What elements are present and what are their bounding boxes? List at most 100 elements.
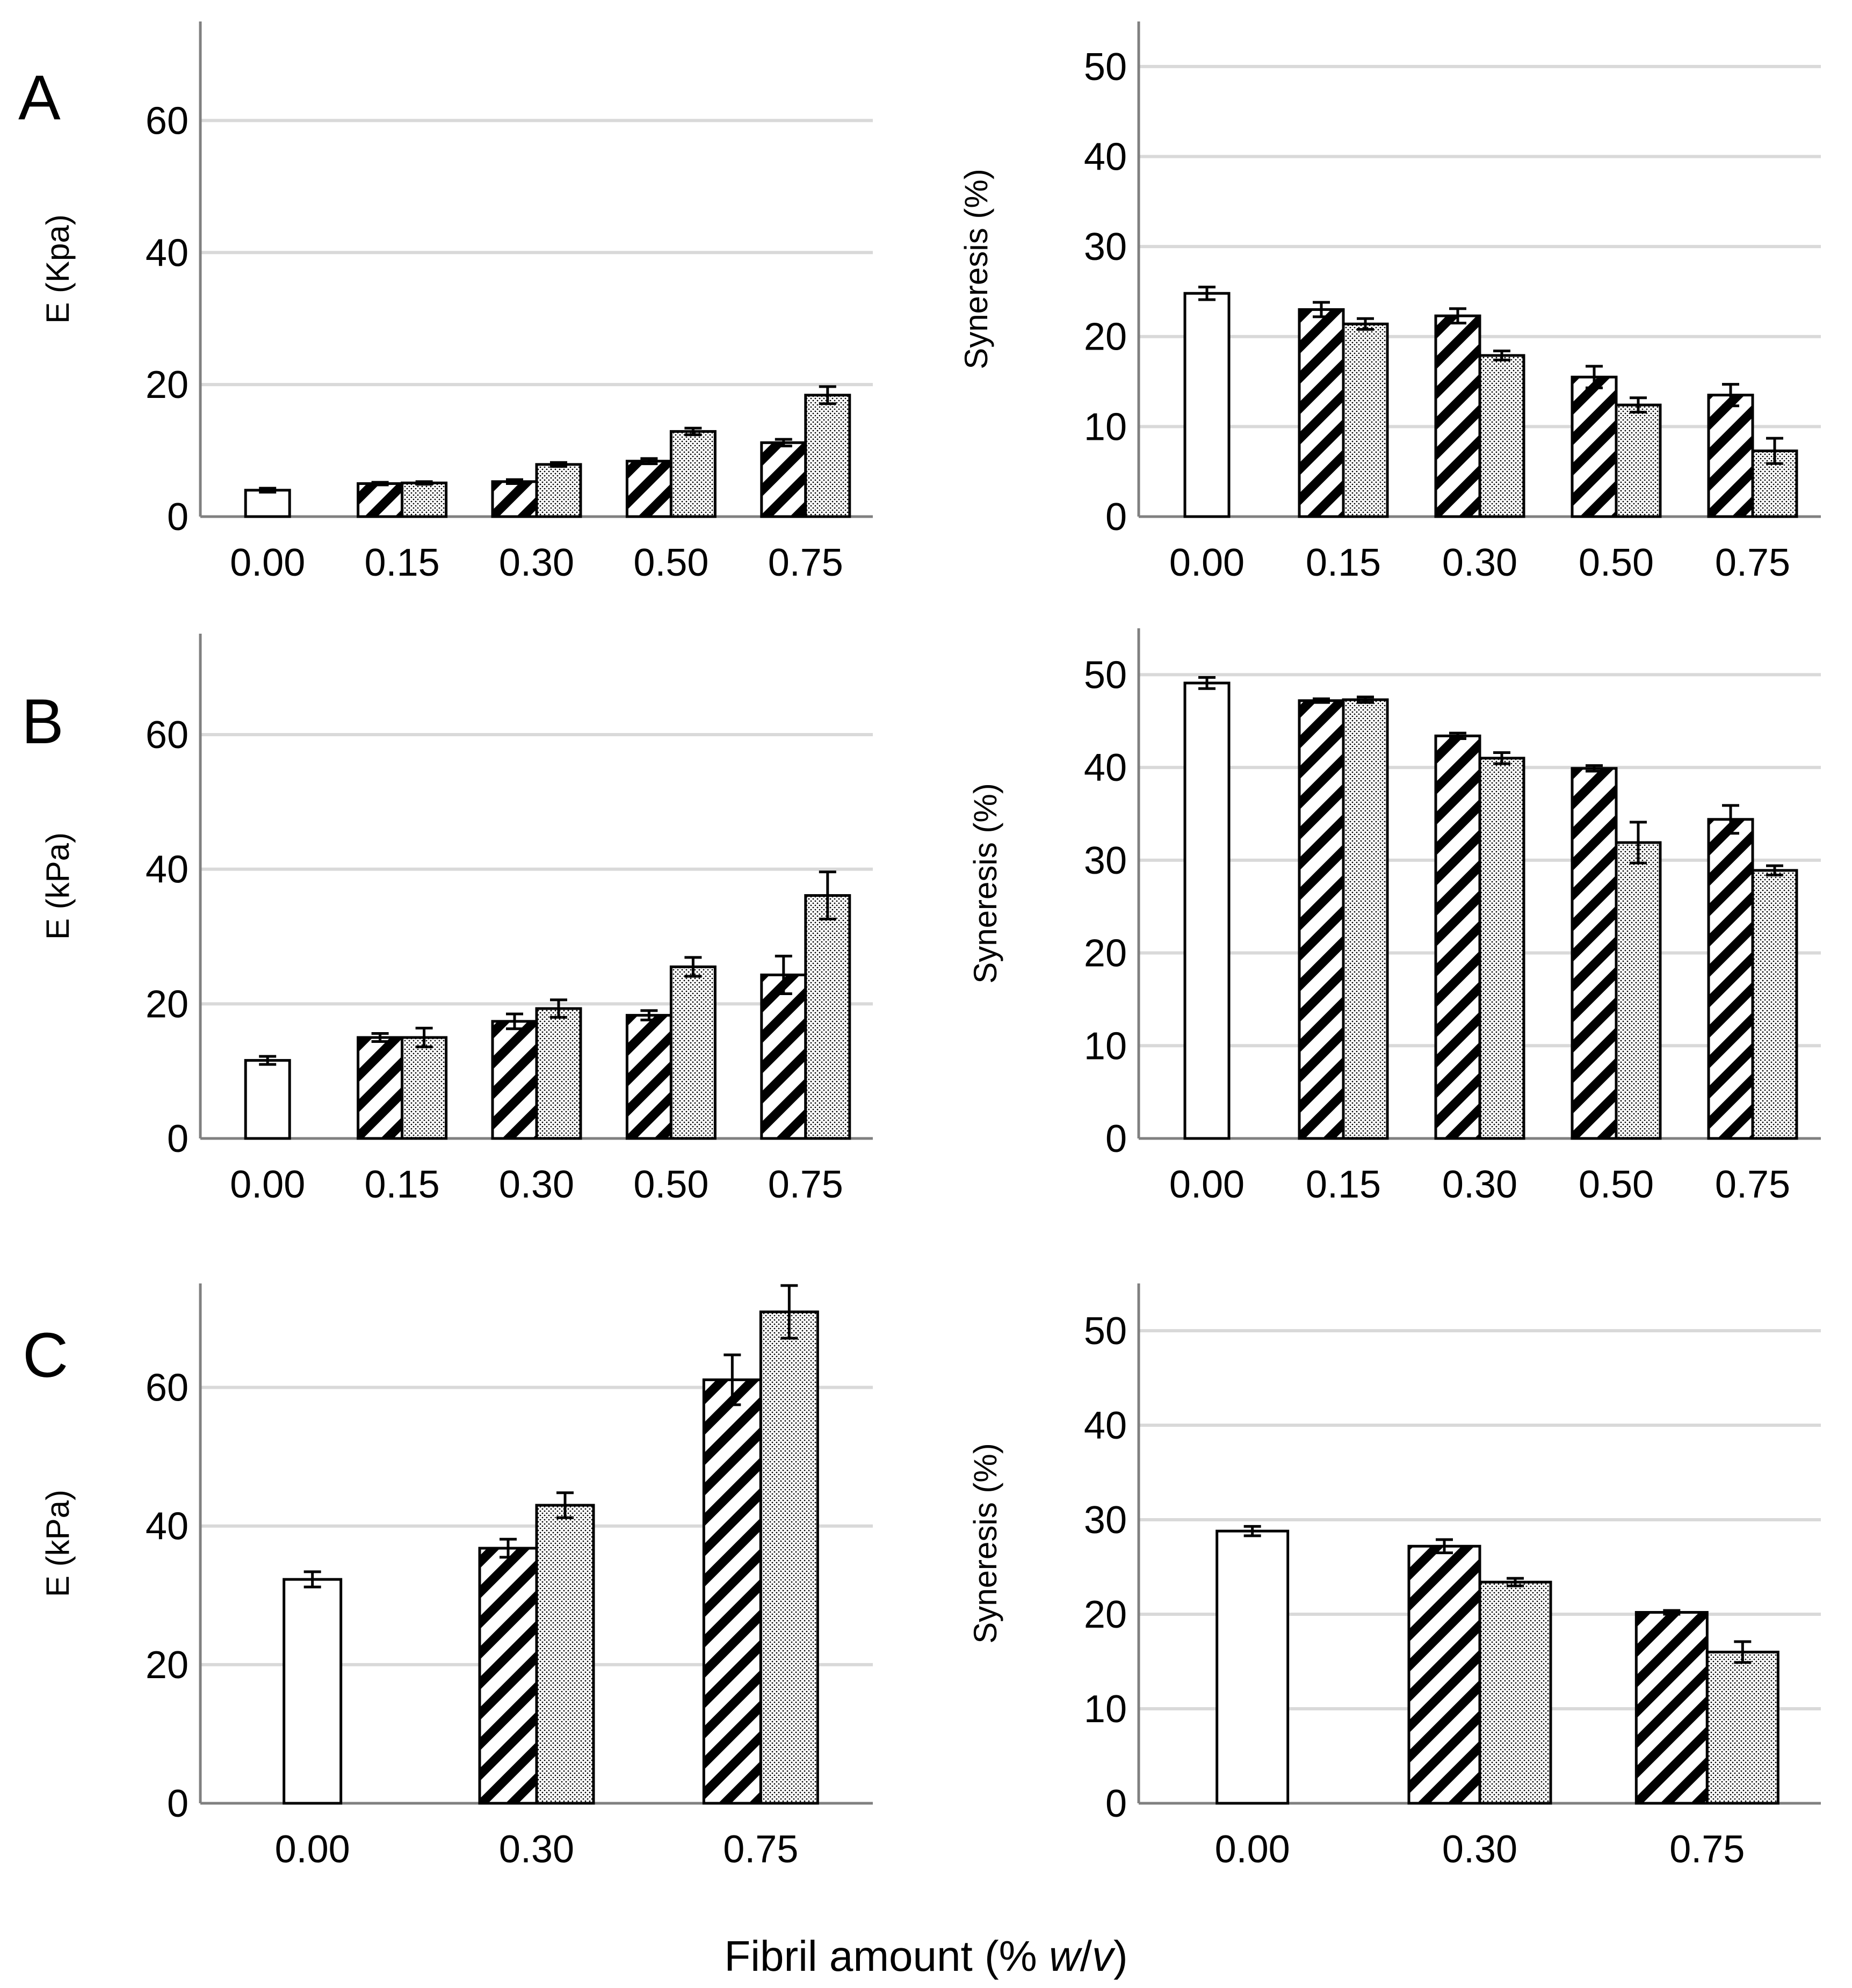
bar-dotted <box>401 1036 448 1140</box>
bar-dotted <box>1751 869 1798 1140</box>
y-tick-label: 30 <box>1084 226 1127 269</box>
y-axis-label: Syneresis (%) <box>967 783 1003 983</box>
panel-letter-b-text: B <box>21 686 64 757</box>
chart-a-right: 0 10 20 30 40 50 Syneresis (%) 0.00 0.15 0.30 0.50… <box>958 21 1821 584</box>
y-tick-label: 0 <box>1105 1782 1127 1825</box>
bar-dotted <box>535 463 582 518</box>
bar-hatched <box>491 480 538 518</box>
y-tick-label: 50 <box>1084 1310 1127 1353</box>
y-tick-label: 40 <box>1084 746 1127 789</box>
bar-hatched <box>478 1547 538 1805</box>
y-axis-label: E (Kpa) <box>40 214 76 323</box>
bar-hatched <box>357 1036 404 1140</box>
chart-b-right: 0 10 20 30 40 50 Syneresis (%) 0.00 0.15 0.30 0.50… <box>967 628 1821 1206</box>
y-tick-label: 0 <box>1105 1118 1127 1160</box>
y-tick-label: 10 <box>1084 1025 1127 1068</box>
bar-dotted <box>1478 354 1525 518</box>
y-tick-label: 0 <box>1105 496 1127 539</box>
x-title-w: w <box>1049 1932 1083 1980</box>
bar-hatched <box>1298 308 1345 518</box>
y-tick-label: 40 <box>146 1505 189 1548</box>
bar-dotted <box>535 1504 595 1805</box>
x-tick-label: 0.00 <box>230 1163 305 1206</box>
x-tick-label: 0.30 <box>499 1828 574 1871</box>
bar-hatched <box>1434 734 1481 1140</box>
x-tick-label: 0.00 <box>1169 541 1245 584</box>
panel-letter-a: A <box>18 62 61 133</box>
bar-control <box>244 1059 291 1140</box>
x-tick-label: 0.00 <box>230 541 305 584</box>
chart-b-left: 0 20 40 60 E (kPa) 0.00 0.15 0.30 0.50 0.75 <box>40 634 873 1206</box>
panel-letter-c-text: C <box>23 1320 68 1391</box>
y-tick-label: 0 <box>167 1782 189 1825</box>
y-tick-label: 40 <box>146 231 189 274</box>
x-tick-label: 0.15 <box>365 1163 440 1206</box>
x-title-suffix: ) <box>1113 1932 1128 1980</box>
y-tick-label: 60 <box>146 1367 189 1410</box>
bar-hatched <box>1407 1544 1481 1805</box>
x-title-slash: / <box>1080 1932 1093 1980</box>
y-tick-label: 0 <box>167 496 189 539</box>
bar-dotted <box>1615 403 1662 518</box>
bar-hatched <box>625 1014 672 1140</box>
bar-hatched <box>1434 314 1481 518</box>
y-tick-label: 50 <box>1084 654 1127 696</box>
x-tick-label: 0.75 <box>768 1163 843 1206</box>
panel-letter-c: C <box>23 1320 68 1391</box>
chart-a-left: 0 20 40 60 E (Kpa) 0.00 0.15 0.30 0.50 0.75 <box>40 21 873 584</box>
y-tick-label: 30 <box>1084 1499 1127 1542</box>
bar-control <box>283 1578 343 1805</box>
bar-dotted <box>1705 1650 1779 1805</box>
y-tick-label: 50 <box>1084 46 1127 89</box>
y-tick-label: 60 <box>146 99 189 142</box>
x-tick-label: 0.00 <box>1169 1163 1245 1206</box>
bar-dotted <box>669 965 717 1140</box>
x-tick-label: 0.50 <box>633 1163 708 1206</box>
bar-dotted <box>535 1007 582 1140</box>
x-tick-label: 0.15 <box>1306 1163 1381 1206</box>
bar-hatched <box>491 1020 538 1140</box>
y-axis-label: Syneresis (%) <box>958 169 994 369</box>
bar-control <box>244 489 291 518</box>
bar-control <box>1216 1529 1290 1805</box>
x-axis-title: Fibril amount (% w/v) <box>724 1932 1127 1980</box>
bar-hatched <box>1571 767 1618 1140</box>
x-tick-label: 0.15 <box>365 541 440 584</box>
bar-dotted <box>804 394 851 518</box>
y-tick-label: 10 <box>1084 405 1127 448</box>
y-tick-label: 20 <box>146 364 189 407</box>
y-axis-label: E (kPa) <box>40 1490 76 1597</box>
panel-letter-b: B <box>21 686 64 757</box>
bar-hatched <box>1298 699 1345 1140</box>
bar-dotted <box>1342 698 1389 1140</box>
y-tick-label: 40 <box>1084 135 1127 178</box>
x-tick-label: 0.15 <box>1306 541 1381 584</box>
bar-dotted <box>1478 1580 1552 1805</box>
bar-hatched <box>760 973 807 1140</box>
x-tick-label: 0.75 <box>768 541 843 584</box>
x-title-prefix: Fibril amount (% <box>724 1932 1049 1980</box>
x-tick-label: 0.50 <box>1579 1163 1654 1206</box>
y-tick-label: 40 <box>1084 1404 1127 1447</box>
bar-hatched <box>1634 1610 1709 1805</box>
bar-hatched <box>1571 375 1618 518</box>
y-tick-label: 20 <box>146 983 189 1026</box>
x-tick-label: 0.50 <box>633 541 708 584</box>
x-tick-label: 0.75 <box>1715 541 1790 584</box>
x-tick-label: 0.75 <box>1669 1828 1745 1871</box>
bar-hatched <box>702 1378 762 1805</box>
bar-hatched <box>1707 818 1754 1140</box>
x-tick-label: 0.30 <box>499 541 574 584</box>
x-title-v: v <box>1092 1932 1116 1980</box>
bar-dotted <box>804 894 851 1140</box>
x-tick-label: 0.00 <box>1215 1828 1290 1871</box>
bar-dotted <box>1478 757 1525 1140</box>
x-tick-label: 0.00 <box>275 1828 350 1871</box>
y-tick-label: 20 <box>1084 316 1127 359</box>
y-tick-label: 40 <box>146 848 189 891</box>
bar-control <box>1183 292 1231 518</box>
chart-c-left: 0 20 40 60 E (kPa) 0.00 0.30 0.75 <box>40 1283 873 1871</box>
y-axis-label: E (kPa) <box>40 832 76 940</box>
y-tick-label: 60 <box>146 714 189 757</box>
charts-group: 0 20 40 60 E (Kpa) 0.00 0.15 0.30 0.50 0.75 0 10 20 3… <box>40 21 1821 1871</box>
